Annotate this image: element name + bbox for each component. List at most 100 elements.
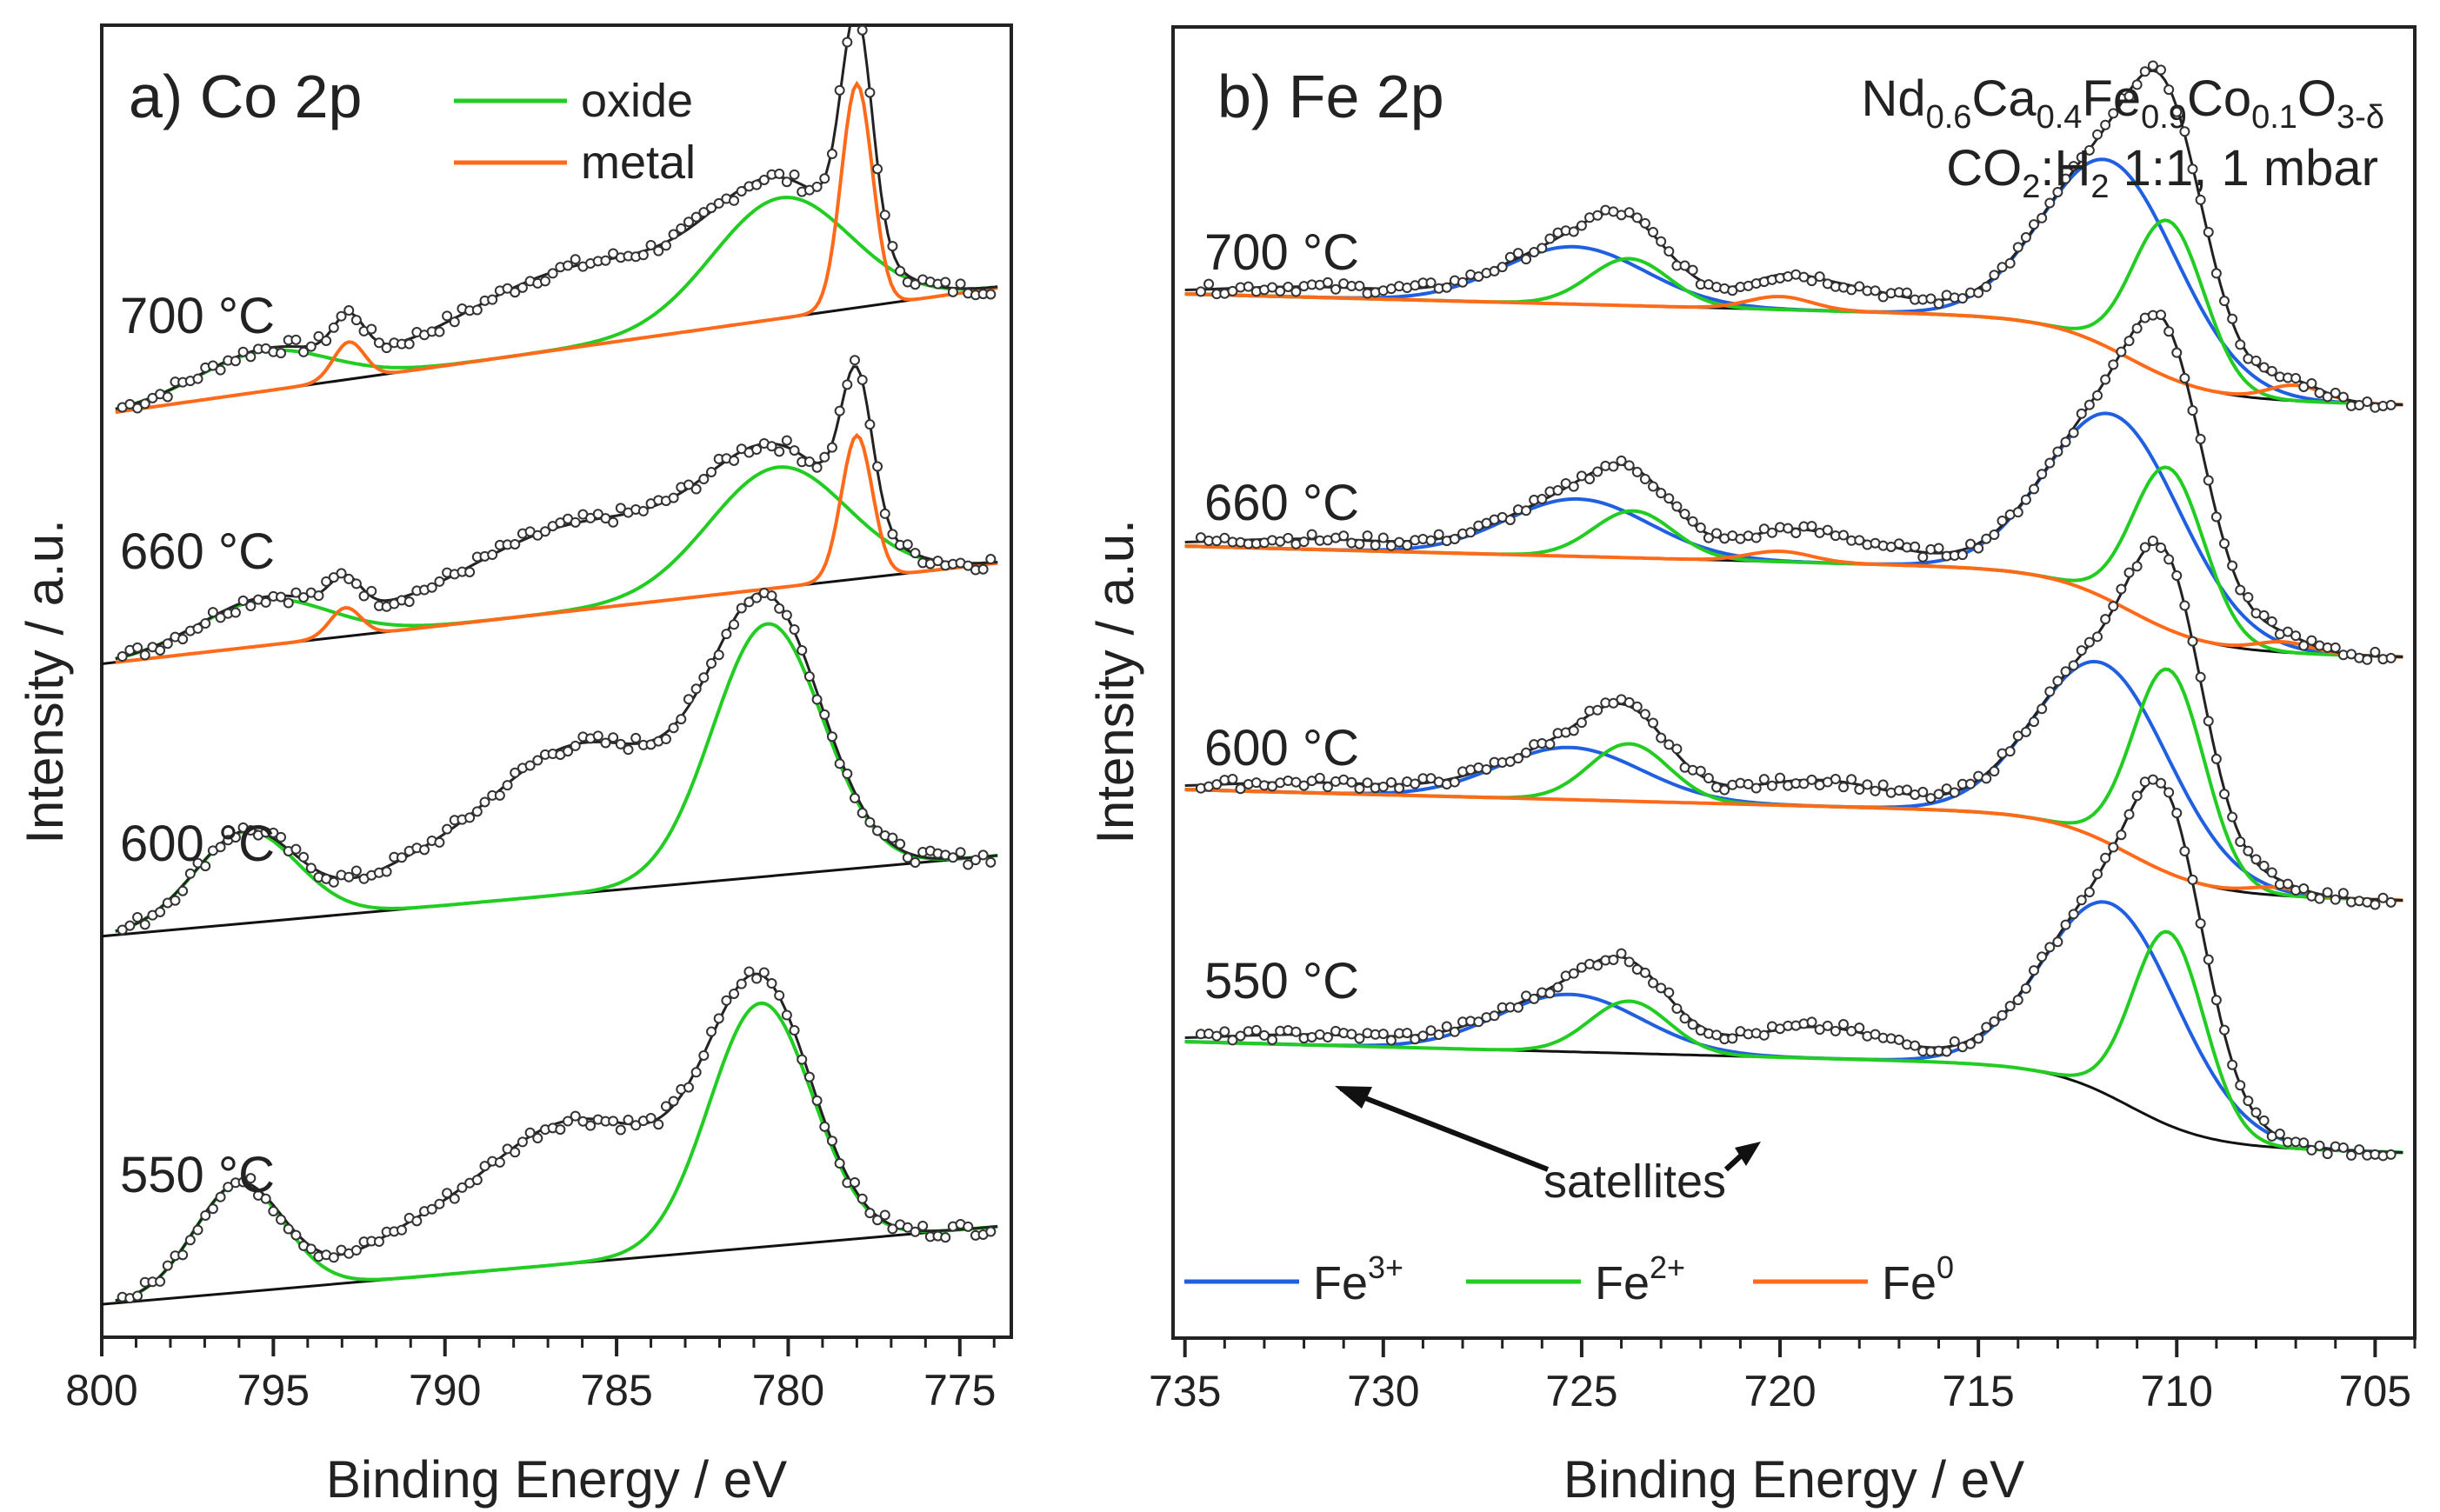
data-point: [155, 1276, 166, 1287]
data-point: [2306, 1144, 2317, 1156]
data-point: [1616, 455, 1627, 466]
data-point: [396, 852, 407, 863]
data-point: [457, 1182, 468, 1193]
data-point: [290, 1229, 302, 1241]
data-point: [985, 856, 997, 868]
data-point: [2163, 554, 2175, 565]
data-point: [2330, 642, 2341, 653]
data-point: [155, 906, 166, 917]
data-point: [539, 276, 550, 287]
temp-label-b-600: 600 °C: [1204, 720, 1359, 776]
data-point: [343, 573, 355, 584]
data-point: [1521, 505, 1532, 516]
data-point: [2179, 600, 2190, 611]
data-point: [1623, 207, 1635, 218]
data-point: [2012, 242, 2023, 253]
component-oxide: [115, 622, 998, 934]
data-point: [2052, 186, 2063, 197]
data-point: [1195, 286, 1206, 297]
data-point: [1790, 527, 1802, 538]
data-point: [442, 310, 453, 322]
data-point: [1283, 532, 1294, 543]
data-point: [970, 855, 981, 866]
x-tick-label: 705: [2339, 1367, 2411, 1415]
data-point: [276, 348, 287, 359]
data-point: [117, 651, 128, 663]
data-point: [1449, 1026, 1460, 1037]
data-point: [963, 1221, 974, 1232]
data-point: [1568, 725, 1579, 736]
data-point: [2298, 1137, 2310, 1149]
data-point: [1267, 1034, 1278, 1045]
data-point: [1504, 514, 1516, 525]
data-point: [207, 607, 218, 618]
data-point: [955, 847, 966, 858]
data-point: [736, 978, 747, 989]
data-point: [1441, 1021, 1452, 1032]
data-point: [963, 560, 974, 571]
data-point: [758, 967, 770, 978]
data-point: [872, 163, 883, 175]
data-point: [811, 1095, 823, 1106]
data-point: [2100, 852, 2111, 863]
data-point: [373, 1236, 384, 1248]
panel-a-y-label: Intensity / a.u.: [16, 519, 74, 844]
data-point: [502, 780, 513, 791]
data-point: [2068, 909, 2079, 920]
data-point: [1623, 956, 1635, 968]
data-point: [766, 441, 777, 452]
data-point: [910, 548, 921, 559]
data-point: [2283, 878, 2294, 889]
data-point: [1925, 293, 1937, 304]
data-point: [1766, 780, 1777, 791]
data-point: [1544, 738, 1556, 749]
data-point: [2100, 374, 2111, 385]
data-point: [774, 989, 785, 1001]
data-point: [170, 895, 181, 906]
data-point: [1521, 254, 1532, 265]
satellites-annotation: satellites: [1543, 1156, 1726, 1208]
data-point: [2290, 630, 2302, 642]
data-point: [2219, 1024, 2230, 1036]
data-point: [2195, 433, 2206, 444]
data-point: [1298, 536, 1310, 548]
data-point: [1537, 243, 1548, 254]
data-point: [736, 603, 747, 614]
data-point: [570, 516, 581, 528]
data-point: [2123, 809, 2135, 820]
component-metal: [115, 432, 998, 664]
data-point: [637, 505, 649, 516]
data-point: [683, 1082, 694, 1093]
data-point: [2131, 323, 2143, 334]
data-point: [645, 1112, 657, 1123]
data-point: [2385, 652, 2397, 663]
data-point: [2156, 310, 2167, 321]
data-point: [608, 732, 619, 743]
data-point: [350, 1244, 362, 1256]
data-point: [2283, 626, 2294, 637]
data-point: [2116, 583, 2127, 595]
data-point: [260, 1193, 271, 1204]
data-point: [887, 832, 898, 843]
data-point: [2156, 777, 2167, 789]
data-point: [2187, 636, 2198, 647]
data-point: [637, 250, 649, 261]
data-point: [1933, 543, 1944, 554]
data-point: [895, 838, 906, 849]
data-point: [2052, 936, 2063, 948]
data-point: [826, 149, 837, 160]
data-point: [132, 403, 143, 414]
data-point: [955, 278, 966, 290]
satellites-arrow-left: [1339, 1086, 1550, 1172]
data-point: [1377, 1029, 1389, 1040]
data-point: [2037, 703, 2048, 715]
data-point: [789, 1025, 800, 1036]
data-point: [781, 1009, 792, 1021]
data-point: [1854, 783, 1865, 795]
data-point: [872, 1215, 883, 1226]
data-point: [2163, 326, 2175, 337]
data-point: [1798, 271, 1810, 283]
data-point: [336, 568, 347, 579]
data-point: [698, 1049, 710, 1061]
data-point: [487, 294, 498, 305]
